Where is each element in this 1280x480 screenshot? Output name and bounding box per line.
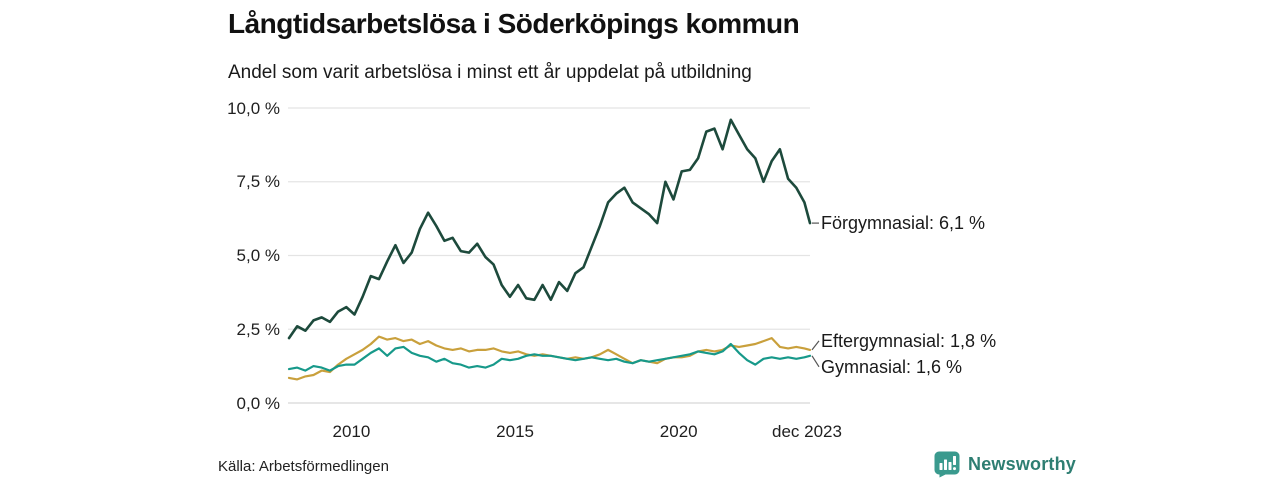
annotation-connector (811, 355, 820, 368)
x-tick-label: 2015 (496, 422, 534, 441)
x-tick-label: dec 2023 (772, 422, 842, 441)
series-label-gymnasial: Gymnasial: 1,6 % (821, 356, 963, 377)
x-tick-label: 2020 (659, 422, 698, 441)
series-line-gymnasial (287, 342, 812, 372)
y-tick-label: 7,5 % (236, 172, 280, 192)
newsworthy-logo-icon (934, 451, 960, 478)
brand-footer: Newsworthy (933, 450, 1076, 478)
series-label-frgymnasial: Förgymnasial: 6,1 % (821, 213, 986, 234)
y-tick-label: 5,0 % (236, 246, 280, 265)
y-tick-label: 10,0 % (227, 98, 280, 118)
annotation-connector (811, 340, 820, 351)
series-line-frgymnasial (287, 118, 812, 340)
page-title: Långtidsarbetslösa i Söderköpings kommun (228, 8, 800, 39)
source-note: Källa: Arbetsförmedlingen (218, 458, 389, 475)
series-label-eftergymnasial: Eftergymnasial: 1,8 % (821, 330, 997, 351)
page-subtitle: Andel som varit arbetslösa i minst ett å… (228, 62, 752, 83)
brand-name: Newsworthy (968, 453, 1077, 474)
y-tick-label: 2,5 % (236, 319, 280, 339)
x-tick-label: 2010 (332, 422, 371, 441)
series-line-eftergymnasial (287, 335, 812, 381)
y-tick-label: 0,0 % (236, 393, 280, 413)
